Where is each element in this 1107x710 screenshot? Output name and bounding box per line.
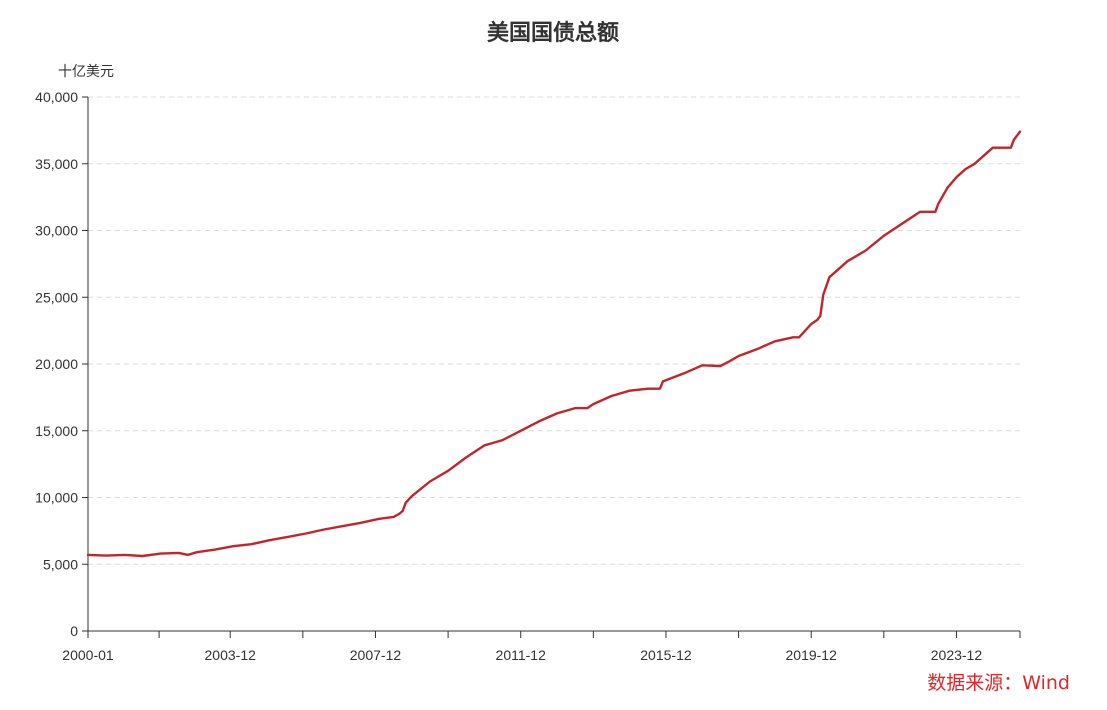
y-tick-label: 35,000	[35, 156, 78, 172]
y-tick-label: 40,000	[35, 89, 78, 105]
gridlines	[88, 96, 1020, 565]
y-axis-ticks: 0 5,000 10,000 15,000 20,000 25,000 30,000 35,0…	[35, 89, 88, 639]
x-tick-label: 2023-12	[931, 647, 983, 663]
x-axis-ticks: 2000-01 2003-12 2007-12 2011-12 2015-12 2019-…	[62, 631, 1021, 663]
y-tick-label: 0	[70, 623, 78, 639]
y-tick-label: 30,000	[35, 223, 78, 239]
data-source-label: 数据来源：Wind	[927, 672, 1070, 694]
x-tick-label: 2011-12	[496, 647, 547, 663]
x-tick-label: 2019-12	[786, 647, 838, 663]
y-tick-label: 15,000	[35, 423, 78, 439]
y-axis-unit-label: 十亿美元	[58, 64, 114, 80]
x-tick-label: 2007-12	[350, 647, 402, 663]
x-tick-label: 2015-12	[640, 647, 692, 663]
y-tick-label: 20,000	[35, 356, 78, 372]
x-tick-label: 2000-01	[62, 647, 114, 663]
y-tick-label: 25,000	[35, 289, 78, 305]
y-tick-label: 10,000	[35, 490, 78, 506]
y-tick-label: 5,000	[43, 556, 78, 572]
x-tick-label: 2003-12	[205, 647, 257, 663]
chart-title: 美国国债总额	[487, 20, 619, 46]
series-group	[86, 130, 1022, 558]
series-line	[86, 130, 1022, 558]
